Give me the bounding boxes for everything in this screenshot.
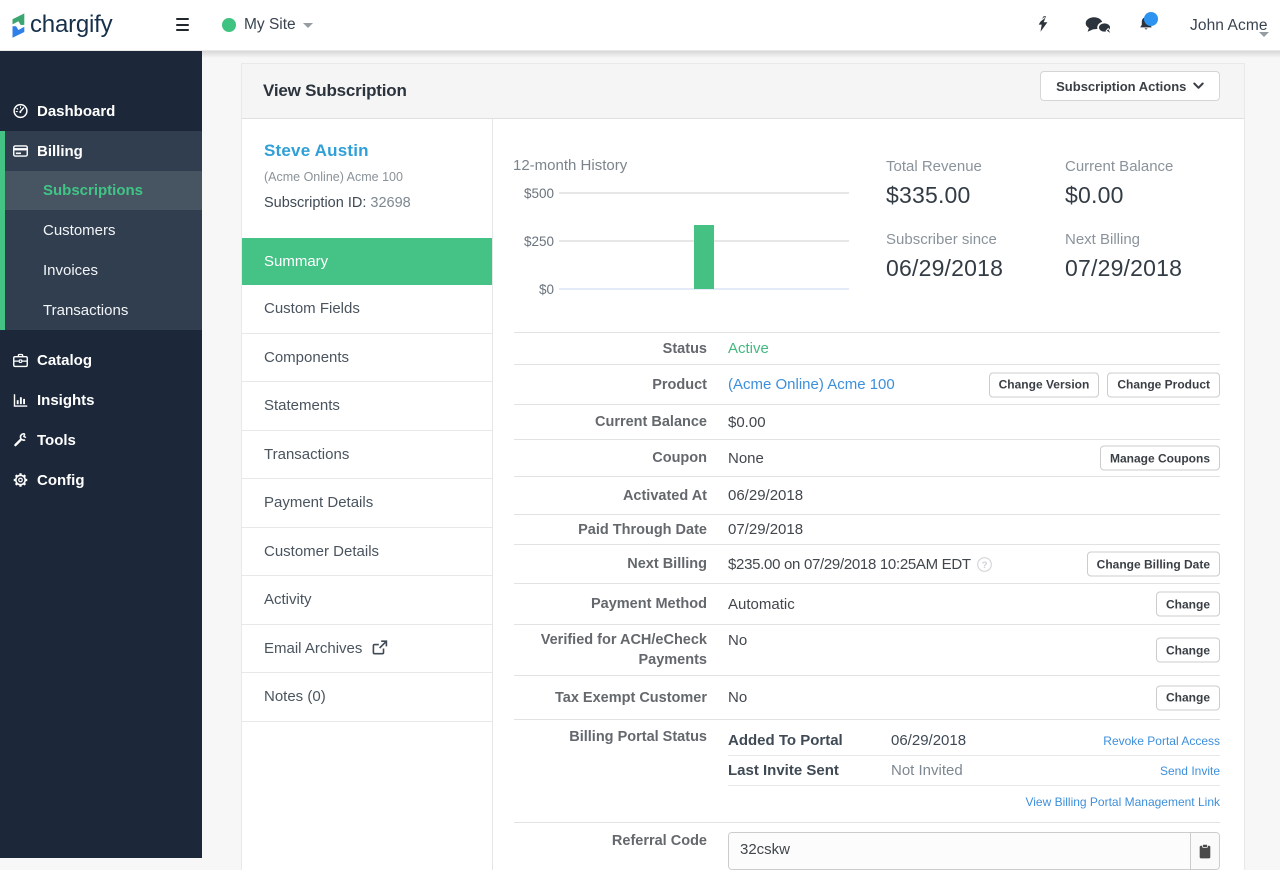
svg-text:$250: $250	[524, 234, 554, 249]
svg-text:?: ?	[982, 560, 988, 571]
svg-text:$500: $500	[524, 186, 554, 201]
svg-text:$0: $0	[539, 282, 554, 297]
